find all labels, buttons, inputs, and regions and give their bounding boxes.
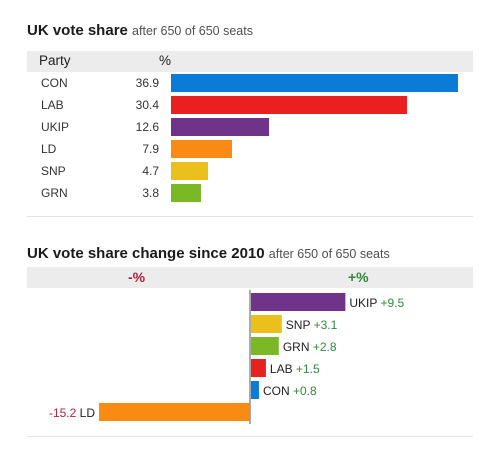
change-bar-con	[251, 381, 259, 399]
vote-share-row-con: CON 36.9	[27, 73, 473, 95]
header-minus: -%	[128, 269, 146, 285]
vote-share-title: UK vote share after 650 of 650 seats	[27, 22, 253, 39]
party-label: SNP	[41, 164, 66, 178]
vote-change-title-text: UK vote share change since 2010	[27, 245, 265, 262]
header-percent: %	[159, 53, 172, 68]
vote-share-row-ukip: UKIP 12.6	[27, 117, 473, 139]
vote-share-bar	[171, 118, 269, 136]
vote-share-bar	[171, 74, 458, 92]
change-label-grn: GRN +2.8	[283, 340, 337, 354]
vote-share-row-grn: GRN 3.8	[27, 183, 473, 205]
change-label-snp: SNP +3.1	[286, 318, 338, 332]
change-bar-ukip	[251, 293, 346, 311]
change-label-lab: LAB +1.5	[270, 362, 320, 376]
vote-share-bar	[171, 96, 408, 114]
vote-change-bottom-rule	[27, 436, 473, 437]
vote-share-value: 4.7	[142, 164, 159, 178]
header-party: Party	[39, 53, 71, 68]
vote-change-title: UK vote share change since 2010 after 65…	[27, 245, 390, 262]
party-label: GRN	[41, 186, 68, 200]
vote-share-title-text: UK vote share	[27, 22, 128, 39]
header-plus: +%	[348, 269, 369, 285]
vote-share-bottom-rule	[27, 216, 473, 217]
change-bar-snp	[251, 315, 282, 333]
change-bar-grn	[251, 337, 279, 355]
change-label-ld: -15.2 LD	[49, 406, 95, 420]
change-label-con: CON +0.8	[263, 384, 317, 398]
vote-share-bar	[171, 140, 233, 158]
vote-share-value: 3.8	[142, 186, 159, 200]
change-bar-lab	[251, 359, 266, 377]
vote-share-row-snp: SNP 4.7	[27, 161, 473, 183]
vote-share-bar	[171, 184, 201, 202]
change-bar-ld	[99, 403, 250, 421]
party-label: CON	[41, 76, 68, 90]
vote-share-value: 12.6	[135, 120, 159, 134]
party-label: LAB	[41, 98, 64, 112]
vote-share-value: 36.9	[135, 76, 159, 90]
party-label: UKIP	[41, 120, 70, 134]
vote-share-header: Party %	[27, 51, 473, 72]
vote-change-subtitle: after 650 of 650 seats	[268, 247, 390, 261]
vote-share-row-lab: LAB 30.4	[27, 95, 473, 117]
vote-change-header: -% +%	[27, 267, 473, 288]
change-label-ukip: UKIP +9.5	[349, 296, 404, 310]
vote-share-row-ld: LD 7.9	[27, 139, 473, 161]
party-label: LD	[41, 142, 57, 156]
vote-share-value: 30.4	[135, 98, 159, 112]
vote-share-value: 7.9	[142, 142, 159, 156]
vote-share-bar	[171, 162, 208, 180]
vote-share-subtitle: after 650 of 650 seats	[132, 24, 253, 38]
